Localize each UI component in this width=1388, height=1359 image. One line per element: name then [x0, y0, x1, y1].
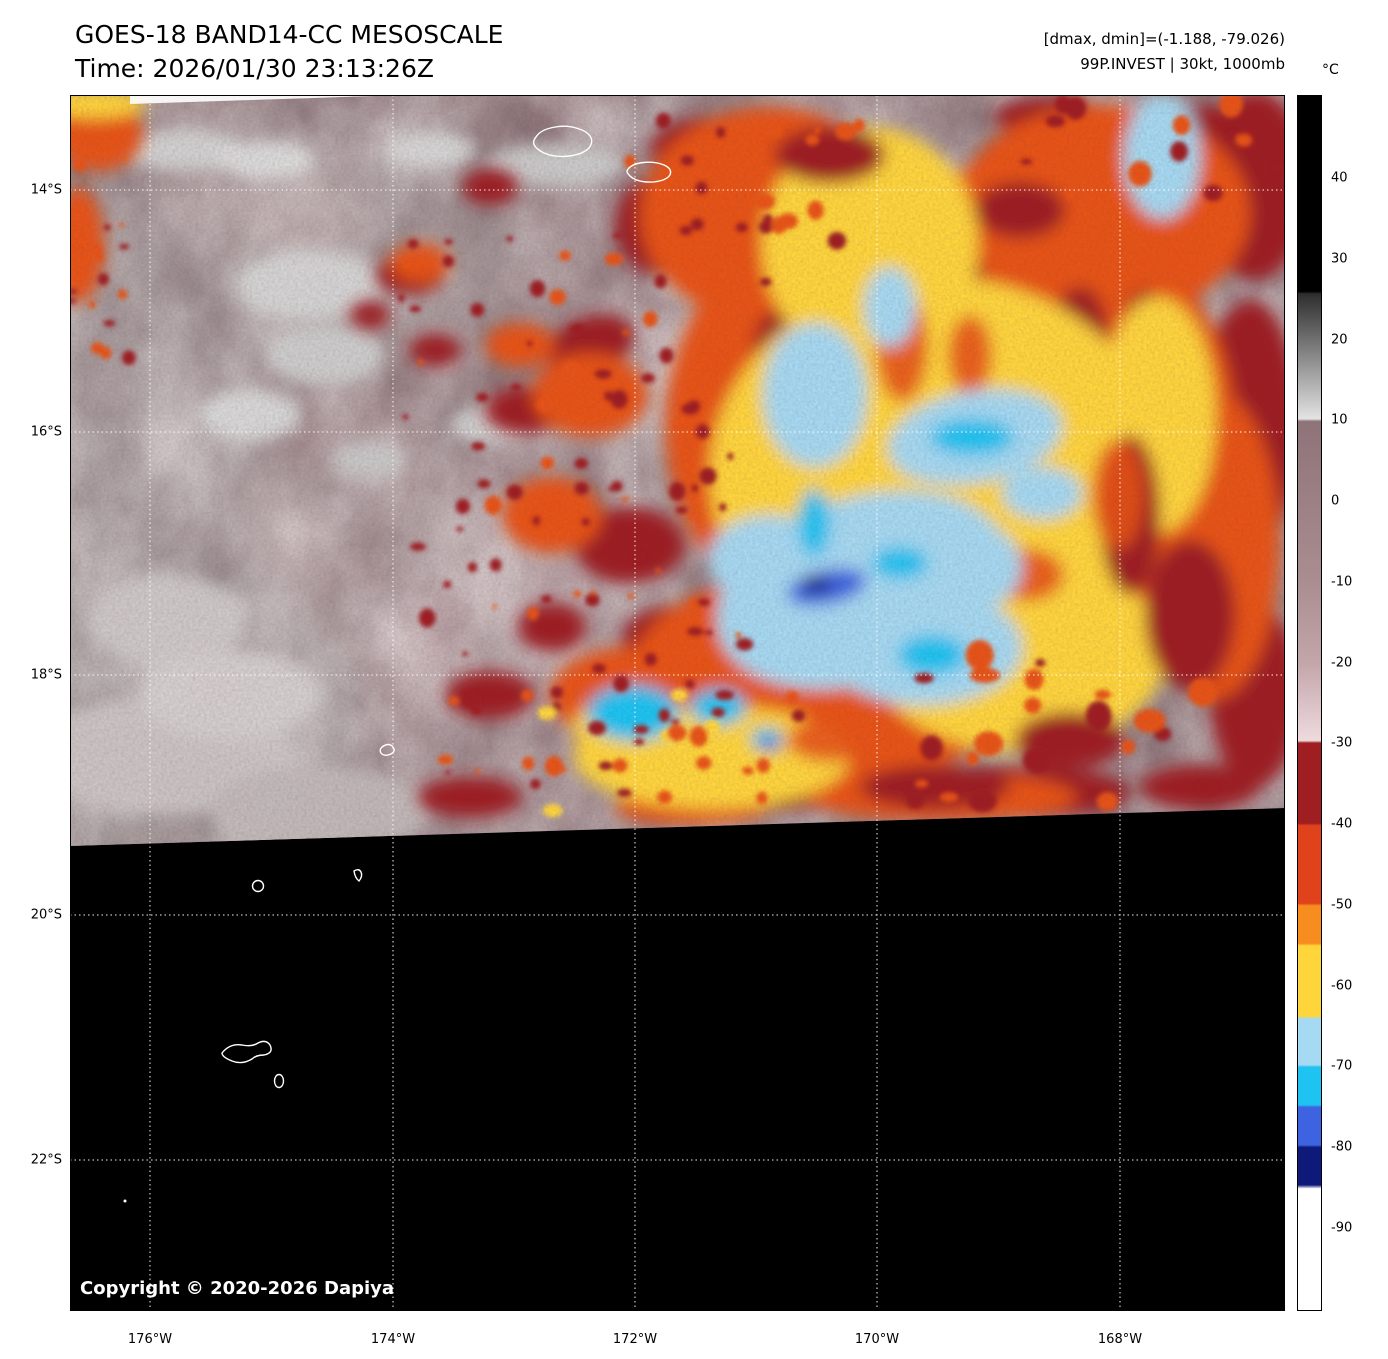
lat-axis-label: 22°S [30, 1152, 62, 1168]
colorbar [1297, 95, 1322, 1311]
colorbar-tick-label: 40 [1331, 170, 1348, 186]
lat-axis-label: 14°S [30, 182, 62, 198]
colorbar-tick-label: -40 [1331, 816, 1353, 832]
colorbar-tick-label: 0 [1331, 493, 1340, 509]
colorbar-unit-label: °C [1322, 62, 1339, 78]
colorbar-tick-label: -30 [1331, 735, 1353, 751]
lat-axis-label: 20°S [30, 907, 62, 923]
colorbar-tick-label: -50 [1331, 897, 1353, 913]
colorbar-tick-label: -10 [1331, 574, 1353, 590]
map-canvas [70, 95, 1285, 1311]
satellite-imagery [70, 95, 1285, 846]
timestamp: Time: 2026/01/30 23:13:26Z [75, 54, 434, 83]
lon-axis-label: 176°W [127, 1332, 173, 1347]
copyright: Copyright © 2020-2026 Dapiya [80, 1278, 395, 1299]
colorbar-tick-label: -80 [1331, 1139, 1353, 1155]
map-border [70, 95, 1285, 1311]
lat-axis-label: 18°S [30, 667, 62, 683]
satellite-map: Copyright © 2020-2026 Dapiya [70, 95, 1285, 1311]
storm-info: 99P.INVEST | 30kt, 1000mb [1080, 55, 1285, 73]
colorbar-tick-label: -60 [1331, 978, 1353, 994]
colorbar-tick-label: -20 [1331, 655, 1353, 671]
colorbar-tick-label: 30 [1331, 251, 1348, 267]
dmax-dmin-readout: [dmax, dmin]=(-1.188, -79.026) [1043, 30, 1285, 48]
colorbar-tick-label: 20 [1331, 332, 1348, 348]
grid-lines [70, 95, 1285, 1311]
lon-axis-label: 170°W [854, 1332, 900, 1347]
colorbar-tick-label: 10 [1331, 412, 1348, 428]
colorbar-tick-label: -70 [1331, 1058, 1353, 1074]
lon-axis-label: 172°W [612, 1332, 658, 1347]
island-outlines [123, 125, 672, 1203]
colorbar-tick-label: -90 [1331, 1220, 1353, 1236]
page-title: GOES-18 BAND14-CC MESOSCALE [75, 20, 504, 49]
lon-axis-label: 174°W [370, 1332, 416, 1347]
lat-axis-label: 16°S [30, 424, 62, 440]
lon-axis-label: 168°W [1097, 1332, 1143, 1347]
